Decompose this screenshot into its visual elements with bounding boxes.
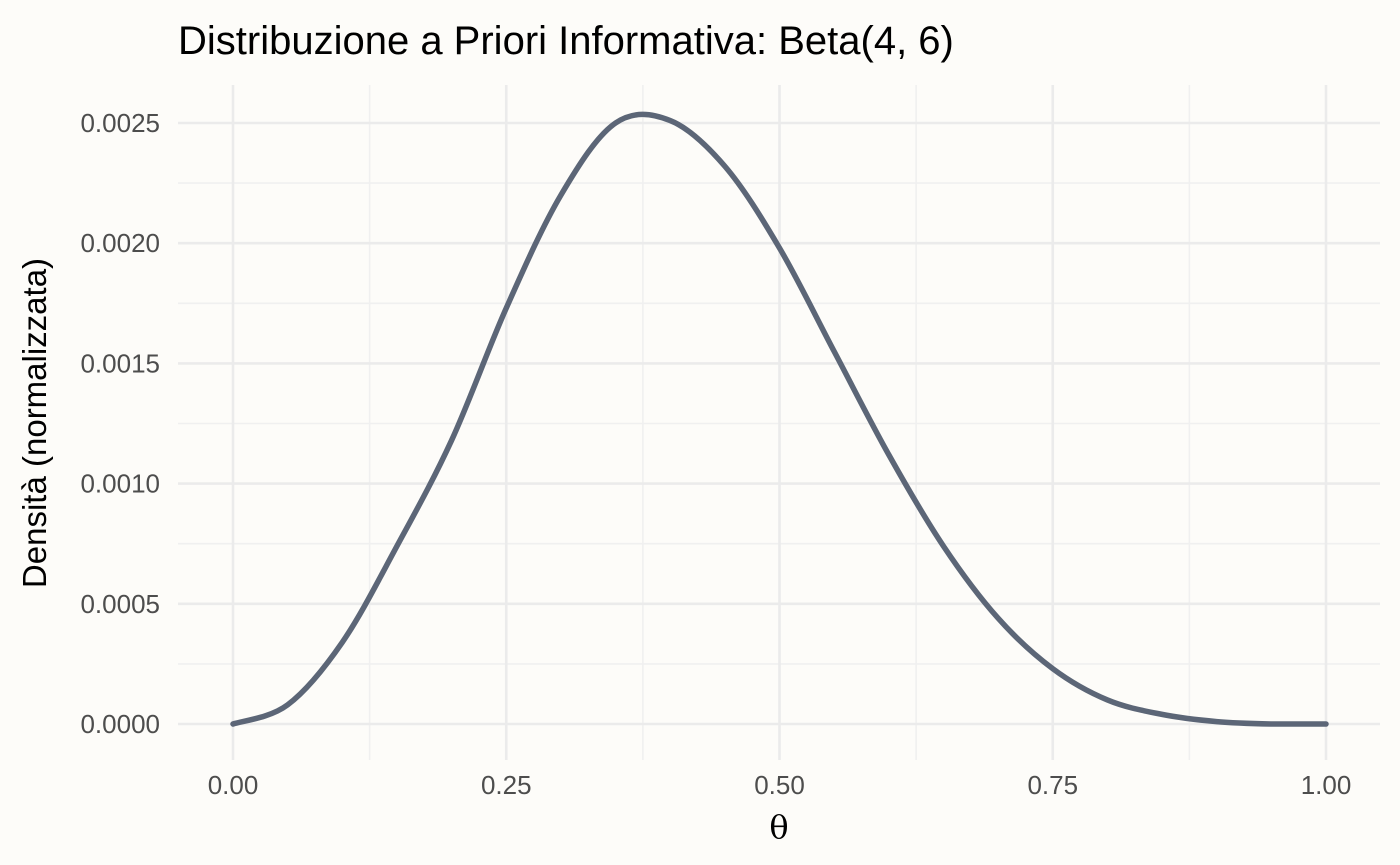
- y-tick-label: 0.0020: [80, 228, 160, 258]
- density-line: [230, 111, 1329, 727]
- x-tick-label: 0.00: [208, 770, 259, 800]
- tick-labels: 0.00 0.25 0.50 0.75 1.00 0.0000 0.0005 0.0010 0.…: [80, 108, 1351, 800]
- chart-title: Distribuzione a Priori Informativa: Beta…: [178, 19, 954, 63]
- x-tick-label: 0.75: [1027, 770, 1078, 800]
- grid: [178, 85, 1380, 760]
- y-tick-label: 0.0025: [80, 108, 160, 138]
- y-tick-label: 0.0005: [80, 589, 160, 619]
- x-axis-title: θ: [769, 808, 788, 846]
- y-tick-label: 0.0010: [80, 469, 160, 499]
- x-tick-label: 0.25: [481, 770, 532, 800]
- y-tick-label: 0.0015: [80, 348, 160, 378]
- y-tick-label: 0.0000: [80, 709, 160, 739]
- x-tick-label: 1.00: [1301, 770, 1352, 800]
- y-axis-title: Densità (normalizzata): [16, 258, 53, 588]
- x-tick-label: 0.50: [754, 770, 805, 800]
- series-layer: [230, 111, 1329, 727]
